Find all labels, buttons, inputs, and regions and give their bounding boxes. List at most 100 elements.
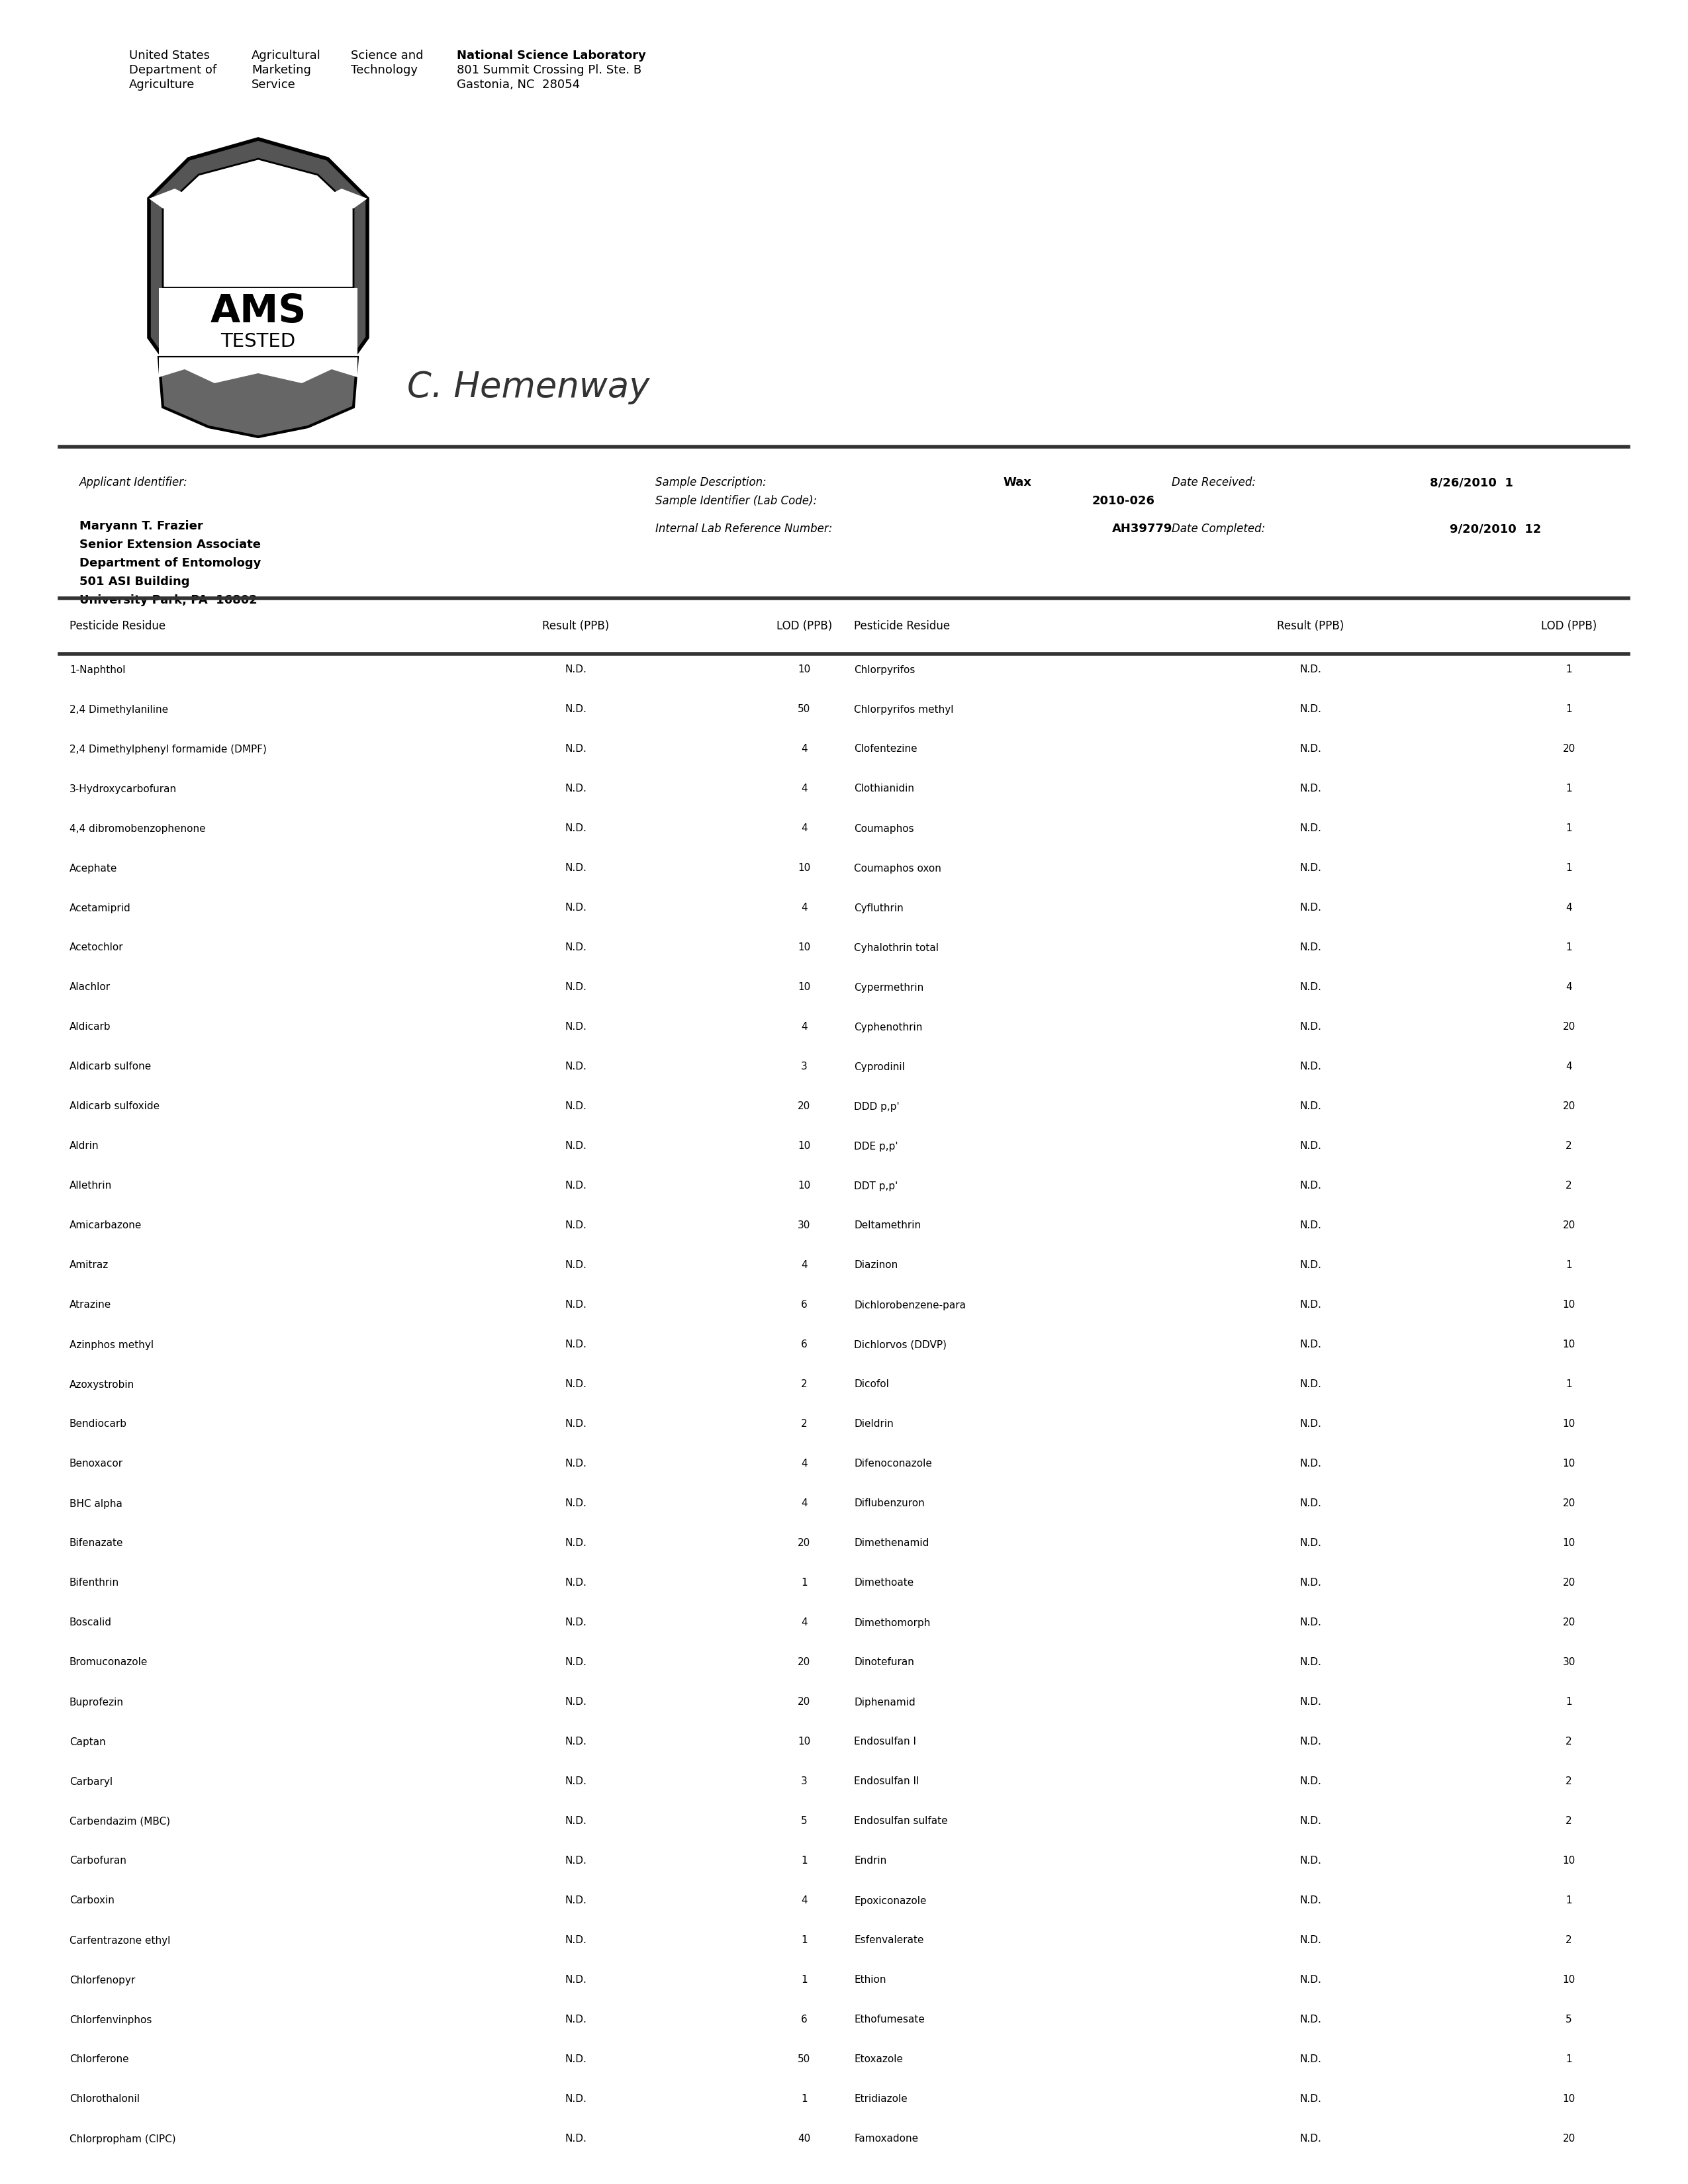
Text: Chlorfenvinphos: Chlorfenvinphos [69,2016,152,2025]
Text: 4: 4 [802,745,807,753]
Text: 4: 4 [802,823,807,834]
Text: Applicant Identifier:: Applicant Identifier: [79,476,187,489]
Text: 4: 4 [1566,902,1572,913]
Text: 1: 1 [1566,1380,1572,1389]
Text: 20: 20 [798,1101,810,1112]
Text: 2: 2 [1566,1817,1572,1826]
Text: N.D.: N.D. [565,1380,587,1389]
Text: Internal Lab Reference Number:: Internal Lab Reference Number: [655,522,832,535]
Text: Chlorpyrifos: Chlorpyrifos [854,664,915,675]
Text: 50: 50 [798,705,810,714]
Text: N.D.: N.D. [565,1022,587,1033]
Text: Cyfluthrin: Cyfluthrin [854,902,903,913]
Text: 2: 2 [1566,1182,1572,1190]
Text: Clothianidin: Clothianidin [854,784,915,793]
Text: DDE p,p': DDE p,p' [854,1142,898,1151]
Text: Carbofuran: Carbofuran [69,1856,127,1865]
Text: C. Hemenway: C. Hemenway [407,369,650,404]
Text: N.D.: N.D. [565,1736,587,1747]
Text: N.D.: N.D. [1300,1420,1322,1428]
Text: Cyhalothrin total: Cyhalothrin total [854,943,939,952]
Text: N.D.: N.D. [1300,784,1322,793]
Text: 2,4 Dimethylaniline: 2,4 Dimethylaniline [69,705,169,714]
Text: N.D.: N.D. [565,1776,587,1787]
Text: N.D.: N.D. [1300,1935,1322,1946]
Text: 10: 10 [798,1736,810,1747]
Text: Maryann T. Frazier: Maryann T. Frazier [79,520,203,533]
Text: N.D.: N.D. [1300,1260,1322,1271]
Text: LOD (PPB): LOD (PPB) [1541,620,1597,631]
Text: 20: 20 [1563,745,1575,753]
Text: 40: 40 [798,2134,810,2145]
Text: Ethofumesate: Ethofumesate [854,2016,925,2025]
Text: N.D.: N.D. [1300,1579,1322,1588]
Text: 2: 2 [1566,1142,1572,1151]
Text: 4: 4 [1566,1061,1572,1072]
Text: N.D.: N.D. [565,1538,587,1548]
Text: N.D.: N.D. [565,2134,587,2145]
Text: N.D.: N.D. [1300,2134,1322,2145]
Text: Aldicarb: Aldicarb [69,1022,111,1033]
Text: 1: 1 [1566,705,1572,714]
Text: Amicarbazone: Amicarbazone [69,1221,142,1230]
Text: 20: 20 [798,1697,810,1708]
Text: N.D.: N.D. [565,1221,587,1230]
Text: 501 ASI Building: 501 ASI Building [79,577,189,587]
Text: Etoxazole: Etoxazole [854,2055,903,2064]
Text: N.D.: N.D. [1300,1299,1322,1310]
Text: 1: 1 [1566,1697,1572,1708]
Text: N.D.: N.D. [565,1182,587,1190]
Text: N.D.: N.D. [1300,1459,1322,1470]
Text: Endosulfan sulfate: Endosulfan sulfate [854,1817,947,1826]
Text: N.D.: N.D. [1300,1697,1322,1708]
Text: Chlorfenopyr: Chlorfenopyr [69,1974,135,1985]
Text: N.D.: N.D. [565,902,587,913]
Text: Agriculture: Agriculture [128,79,194,92]
Text: 6: 6 [802,1299,807,1310]
Text: N.D.: N.D. [565,705,587,714]
Text: 4: 4 [802,1459,807,1470]
Text: Cyprodinil: Cyprodinil [854,1061,905,1072]
Text: N.D.: N.D. [1300,1022,1322,1033]
Text: 1: 1 [802,1856,807,1865]
Text: Sample Description:: Sample Description: [655,476,766,489]
Text: Esfenvalerate: Esfenvalerate [854,1935,923,1946]
Text: N.D.: N.D. [565,1856,587,1865]
Text: N.D.: N.D. [565,2016,587,2025]
Text: 4: 4 [802,1260,807,1271]
Text: N.D.: N.D. [1300,1817,1322,1826]
Text: Aldicarb sulfoxide: Aldicarb sulfoxide [69,1101,160,1112]
Text: 1: 1 [1566,823,1572,834]
Text: Amitraz: Amitraz [69,1260,108,1271]
Text: LOD (PPB): LOD (PPB) [776,620,832,631]
Text: N.D.: N.D. [565,1498,587,1509]
Text: Sample Identifier (Lab Code):: Sample Identifier (Lab Code): [655,496,817,507]
Text: Diphenamid: Diphenamid [854,1697,915,1708]
Text: 3: 3 [802,1776,807,1787]
Text: N.D.: N.D. [1300,1380,1322,1389]
Text: N.D.: N.D. [565,1101,587,1112]
Text: N.D.: N.D. [1300,1339,1322,1350]
Text: Acetamiprid: Acetamiprid [69,902,132,913]
Text: 20: 20 [1563,1022,1575,1033]
Text: N.D.: N.D. [1300,1142,1322,1151]
Text: N.D.: N.D. [565,1299,587,1310]
Text: 3: 3 [802,1061,807,1072]
Polygon shape [159,358,358,382]
Text: Dimethenamid: Dimethenamid [854,1538,928,1548]
Text: Endosulfan II: Endosulfan II [854,1776,920,1787]
Text: 3-Hydroxycarbofuran: 3-Hydroxycarbofuran [69,784,177,793]
Text: N.D.: N.D. [565,1974,587,1985]
Text: Science and: Science and [351,50,424,61]
Text: 6: 6 [802,2016,807,2025]
Text: University Park, PA  16802: University Park, PA 16802 [79,594,257,607]
Text: Diflubenzuron: Diflubenzuron [854,1498,925,1509]
Text: DDT p,p': DDT p,p' [854,1182,898,1190]
Text: Cyphenothrin: Cyphenothrin [854,1022,922,1033]
Text: N.D.: N.D. [565,943,587,952]
Text: N.D.: N.D. [565,983,587,992]
Text: N.D.: N.D. [565,1142,587,1151]
Text: Etridiazole: Etridiazole [854,2094,908,2103]
Text: N.D.: N.D. [565,1459,587,1470]
Text: Endosulfan I: Endosulfan I [854,1736,917,1747]
